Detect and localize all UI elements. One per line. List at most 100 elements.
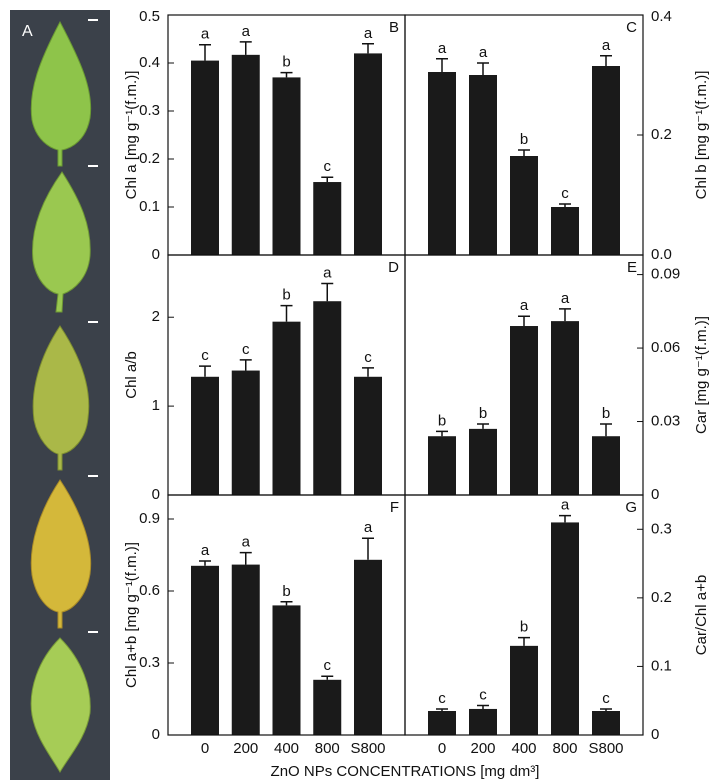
bar [191,376,219,495]
bar [592,436,620,495]
error-bar [518,315,530,327]
error-bar [280,304,293,322]
bar [313,301,342,495]
significance-letter: a [242,23,251,40]
error-bar [436,58,448,72]
significance-letter: c [324,158,332,175]
y-tick-label: 0.0 [651,246,672,263]
error-bar [559,203,571,207]
x-tick-label: 400 [274,740,299,757]
significance-letter: a [201,26,210,43]
y-axis-title: Chl a+b [mg g⁻¹(f.m.)] [123,542,140,688]
error-bar [518,636,530,646]
bar [510,645,538,735]
significance-letter: a [561,497,570,514]
error-bar [280,71,293,78]
significance-letter: a [242,534,251,551]
y-tick-label: 0 [152,726,160,743]
y-tick-label: 0.03 [651,412,680,429]
x-tick-label: S800 [588,740,623,757]
bar [428,72,456,255]
x-tick-label: 200 [470,740,495,757]
x-axis-title: ZnO NPs CONCENTRATIONS [mg dm³] [271,763,540,780]
error-bar [518,149,530,156]
y-tick-label: 0.4 [139,54,160,71]
bar [191,60,219,255]
y-tick-label: 0.5 [139,8,160,25]
error-bar [600,423,612,437]
error-bar [362,367,374,377]
error-bar [199,365,211,377]
significance-letter: a [602,37,611,54]
significance-letter: b [479,405,487,422]
significance-letter: c [561,185,569,202]
bar [313,679,342,735]
significance-letter: c [438,690,446,707]
error-bar [362,537,374,560]
y-tick-label: 0.6 [139,582,160,599]
bar [551,207,579,255]
bar [551,522,579,735]
bar [313,182,342,255]
significance-letter: c [201,347,209,364]
error-bar [436,430,448,437]
x-tick-label: S800 [350,740,385,757]
leaf-photos: A [10,10,110,780]
error-bar [199,44,211,61]
error-bar [436,708,448,711]
x-tick-label: 0 [438,740,446,757]
y-tick-label: 0.4 [651,8,672,25]
x-tick-label: 400 [511,740,536,757]
significance-letter: b [438,412,446,429]
y-tick-label: 0.3 [651,520,672,537]
error-bar [600,55,612,66]
panel-letter: D [388,259,399,276]
y-tick-label: 0 [152,486,160,503]
bar [551,321,579,495]
y-axis-title: Car/Chl a+b [693,575,710,655]
significance-letter: c [364,349,372,366]
bar [510,326,538,495]
y-tick-label: 0.1 [651,657,672,674]
error-bar [559,308,571,322]
y-axis-title: Chl a/b [123,351,140,399]
error-bar [559,514,571,523]
y-tick-label: 2 [152,308,160,325]
bar [354,559,382,735]
bar [272,77,301,256]
y-tick-label: 1 [152,397,160,414]
leaf [32,171,91,313]
error-bar [321,282,334,302]
bar [272,321,301,495]
error-bar [239,359,252,371]
leaf [30,637,91,773]
panel-letter: C [626,19,637,36]
y-tick-label: 0.3 [139,102,160,119]
error-bar [199,560,211,566]
bar [428,711,456,735]
bar [354,376,382,495]
panel-letter: G [625,499,637,516]
bar [231,54,260,256]
y-tick-label: 0 [651,486,659,503]
bar [231,564,260,735]
y-axis-title: Chl b [mg g⁻¹(f.m.)] [693,71,710,200]
significance-letter: a [364,25,373,42]
bar [354,53,382,256]
y-tick-label: 0.2 [651,126,672,143]
bar [469,75,497,255]
y-tick-label: 0.06 [651,339,680,356]
y-tick-label: 0.2 [651,589,672,606]
error-bar [477,423,489,429]
significance-letter: b [520,131,528,148]
leaf [30,20,92,167]
panel-letter: A [22,23,33,40]
error-bar [600,708,612,711]
y-tick-label: 0.3 [139,654,160,671]
error-bar [362,43,374,54]
significance-letter: b [282,54,290,71]
bar [191,565,219,735]
x-tick-label: 200 [233,740,258,757]
bar [510,156,538,255]
